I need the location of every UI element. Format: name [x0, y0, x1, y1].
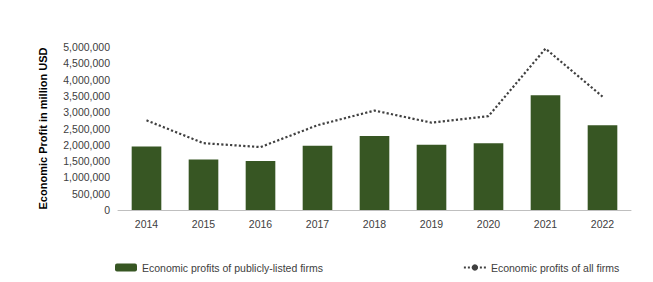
svg-text:2021: 2021 — [534, 218, 558, 230]
svg-text:2019: 2019 — [420, 218, 444, 230]
svg-text:2017: 2017 — [306, 218, 330, 230]
svg-text:3,000,000: 3,000,000 — [63, 106, 110, 118]
svg-text:2,500,000: 2,500,000 — [63, 123, 110, 135]
svg-text:5,000,000: 5,000,000 — [63, 41, 110, 53]
svg-text:2016: 2016 — [249, 218, 273, 230]
svg-text:0: 0 — [104, 204, 110, 216]
svg-text:Economic profits of publicly-l: Economic profits of publicly-listed firm… — [142, 262, 323, 274]
svg-text:500,000: 500,000 — [72, 188, 110, 200]
svg-text:2015: 2015 — [192, 218, 216, 230]
svg-text:1,500,000: 1,500,000 — [63, 155, 110, 167]
svg-text:Economic Profit in million USD: Economic Profit in million USD — [37, 47, 49, 209]
svg-text:4,000,000: 4,000,000 — [63, 74, 110, 86]
svg-text:Economic profits of all firms: Economic profits of all firms — [491, 262, 619, 274]
svg-text:1,000,000: 1,000,000 — [63, 171, 110, 183]
svg-text:2022: 2022 — [591, 218, 615, 230]
svg-text:2020: 2020 — [477, 218, 501, 230]
svg-text:4,500,000: 4,500,000 — [63, 57, 110, 69]
svg-text:2,000,000: 2,000,000 — [63, 139, 110, 151]
svg-text:2014: 2014 — [135, 218, 159, 230]
svg-text:2018: 2018 — [363, 218, 387, 230]
svg-text:3,500,000: 3,500,000 — [63, 90, 110, 102]
